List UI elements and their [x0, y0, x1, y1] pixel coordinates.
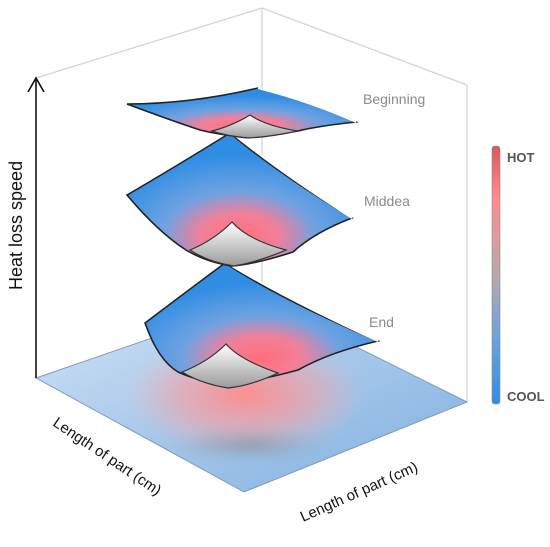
surface-beginning [126, 87, 360, 139]
surface-end [144, 262, 381, 389]
surface-label-beginning: Beginning [363, 91, 425, 107]
y-axis-arrow [27, 76, 45, 378]
color-legend: HOT COOL [491, 145, 545, 405]
surface-middle [125, 132, 354, 267]
legend-color-bar [491, 145, 501, 405]
legend-cool-label: COOL [507, 389, 545, 404]
legend-hot-label: HOT [507, 150, 535, 165]
y-axis-label: Heat loss speed [6, 161, 26, 290]
x-axis-label-right: Length of part (cm) [298, 459, 421, 526]
surface-label-middle: Middea [364, 193, 410, 209]
surface-label-end: End [369, 314, 394, 330]
box-wireframe [35, 7, 468, 402]
